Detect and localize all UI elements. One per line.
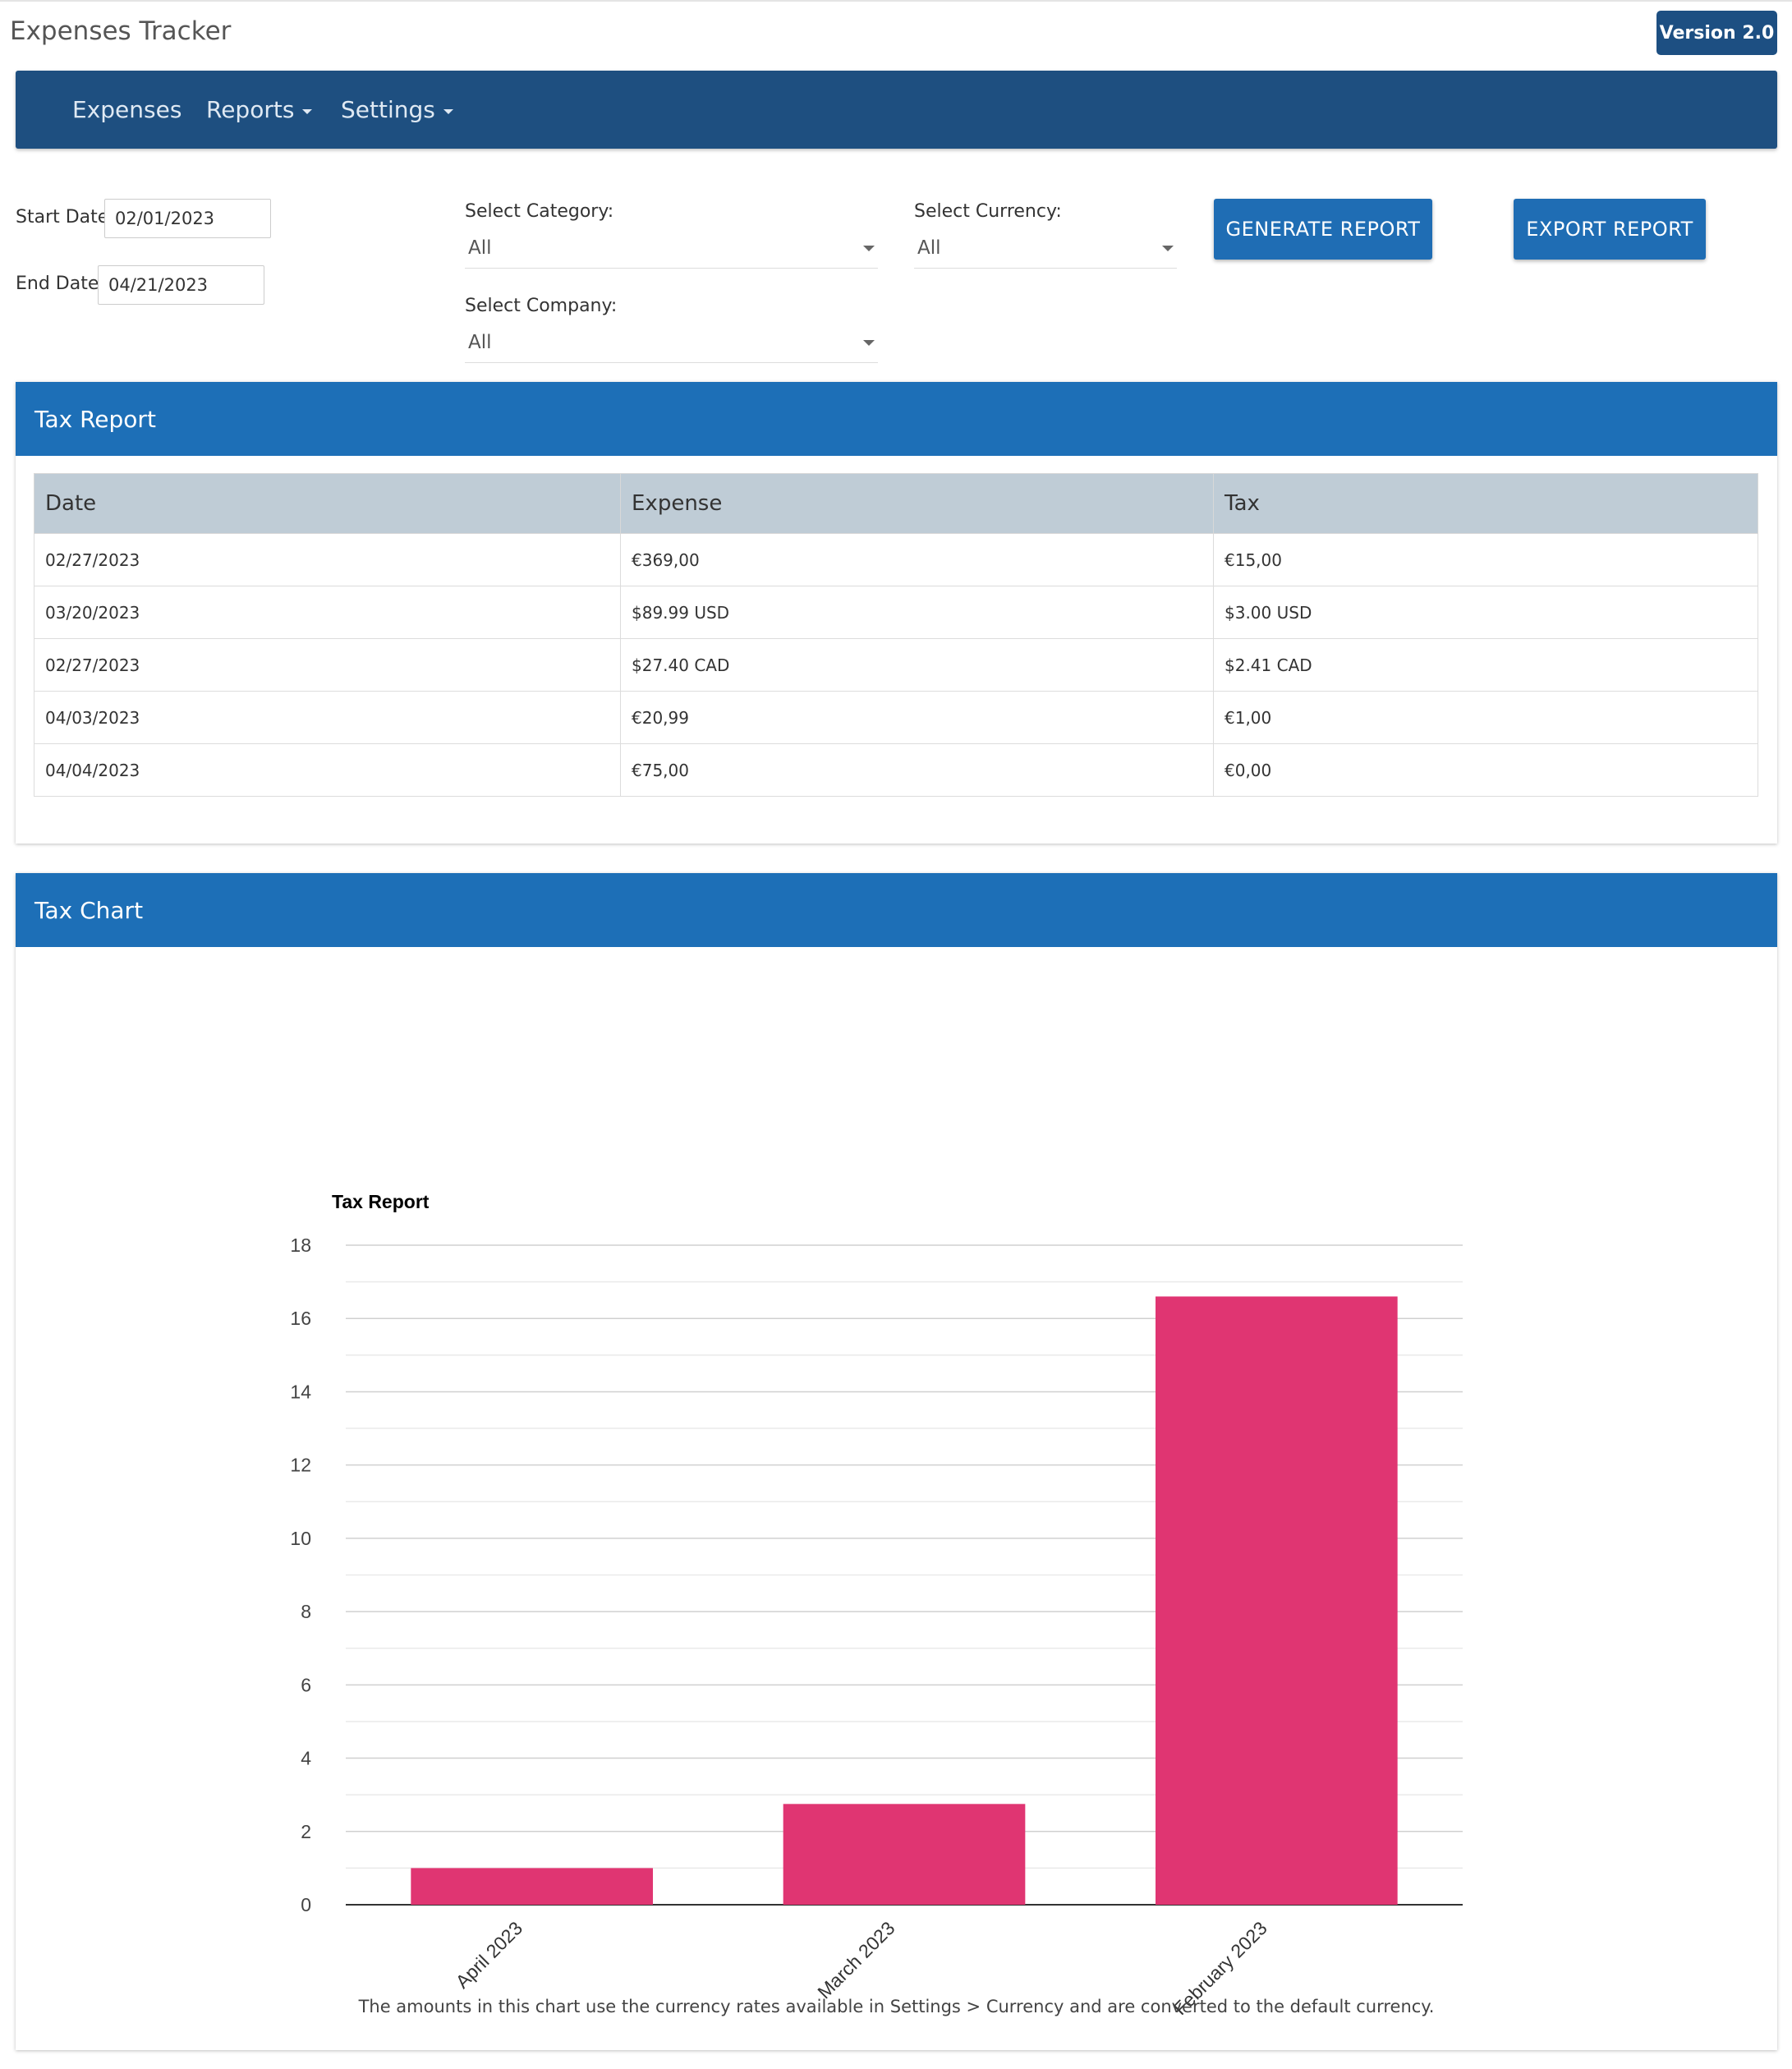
nav-expenses[interactable]: Expenses — [72, 71, 181, 149]
y-tick-label: 6 — [301, 1674, 311, 1695]
y-tick-label: 12 — [290, 1455, 311, 1476]
category-label: Select Category: — [465, 201, 614, 222]
column-header-date: Date — [34, 473, 621, 534]
y-tick-label: 8 — [301, 1601, 311, 1622]
dropdown-arrow-icon — [863, 340, 875, 346]
chart-currency-note: The amounts in this chart use the curren… — [358, 1997, 1435, 2016]
export-report-button[interactable]: EXPORT REPORT — [1514, 199, 1706, 260]
bar-march-2023 — [783, 1804, 1026, 1905]
cell-date: 03/20/2023 — [34, 586, 621, 639]
caret-down-icon — [302, 108, 313, 114]
currency-select[interactable]: All — [914, 228, 1177, 269]
chart-title: Tax Report — [332, 1191, 430, 1212]
end-date-label: End Date: — [16, 274, 105, 294]
tax-chart-header: Tax Chart — [16, 873, 1777, 947]
category-selected-value: All — [468, 237, 492, 259]
dropdown-arrow-icon — [1162, 246, 1174, 251]
table-row: 04/03/2023 €20,99 €1,00 — [34, 691, 1758, 744]
column-header-tax: Tax — [1213, 473, 1758, 534]
tax-chart-panel: Tax Chart 0 2 4 6 8 10 12 14 16 18 Tax Report April… — [16, 873, 1777, 2050]
y-tick-label: 2 — [301, 1821, 311, 1842]
top-border — [0, 0, 1792, 2]
table-header-row: Date Expense Tax — [34, 473, 1758, 534]
app-title: Expenses Tracker — [10, 16, 232, 46]
cell-expense: €20,99 — [620, 691, 1214, 744]
nav-reports-label: Reports — [206, 96, 295, 123]
bar-april-2023 — [411, 1868, 653, 1905]
nav-settings-label: Settings — [341, 96, 435, 123]
caret-down-icon — [443, 108, 453, 114]
category-select[interactable]: All — [465, 228, 878, 269]
x-tick-label: March 2023 — [813, 1917, 898, 2002]
tax-report-panel: Tax Report Date Expense Tax 02/27/2023 €… — [16, 382, 1777, 844]
cell-expense: €369,00 — [620, 533, 1214, 586]
table-row: 03/20/2023 $89.99 USD $3.00 USD — [34, 586, 1758, 639]
y-tick-label: 14 — [290, 1381, 311, 1402]
nav-settings-dropdown[interactable]: Settings — [341, 71, 453, 149]
cell-tax: €15,00 — [1213, 533, 1758, 586]
version-badge: Version 2.0 — [1656, 11, 1777, 55]
cell-date: 02/27/2023 — [34, 533, 621, 586]
end-date-input[interactable] — [98, 265, 264, 305]
cell-expense: $89.99 USD — [620, 586, 1214, 639]
x-tick-label: April 2023 — [452, 1917, 527, 1993]
cell-date: 02/27/2023 — [34, 638, 621, 692]
start-date-label: Start Date: — [16, 207, 115, 228]
nav-expenses-label: Expenses — [72, 96, 182, 123]
y-tick-label: 18 — [290, 1235, 311, 1256]
nav-reports-dropdown[interactable]: Reports — [206, 71, 313, 149]
cell-expense: €75,00 — [620, 743, 1214, 797]
dropdown-arrow-icon — [863, 246, 875, 251]
table-row: 02/27/2023 €369,00 €15,00 — [34, 533, 1758, 586]
tax-report-table: Date Expense Tax 02/27/2023 €369,00 €15,… — [34, 473, 1758, 797]
cell-date: 04/03/2023 — [34, 691, 621, 744]
column-header-expense: Expense — [620, 473, 1214, 534]
bar-february-2023 — [1156, 1296, 1398, 1905]
cell-date: 04/04/2023 — [34, 743, 621, 797]
company-select[interactable]: All — [465, 322, 878, 363]
cell-expense: $27.40 CAD — [620, 638, 1214, 692]
company-selected-value: All — [468, 331, 492, 353]
cell-tax: €1,00 — [1213, 691, 1758, 744]
cell-tax: €0,00 — [1213, 743, 1758, 797]
main-navbar: Expenses Reports Settings — [16, 71, 1777, 149]
start-date-input[interactable] — [104, 199, 271, 238]
currency-selected-value: All — [917, 237, 941, 259]
tax-bar-chart: 0 2 4 6 8 10 12 14 16 18 Tax Report April 2023 March… — [290, 1191, 1463, 2015]
tax-report-header: Tax Report — [16, 382, 1777, 456]
y-tick-label: 10 — [290, 1528, 311, 1549]
cell-tax: $2.41 CAD — [1213, 638, 1758, 692]
company-label: Select Company: — [465, 296, 618, 316]
y-tick-label: 0 — [301, 1894, 311, 1915]
y-tick-label: 16 — [290, 1308, 311, 1329]
table-row: 04/04/2023 €75,00 €0,00 — [34, 743, 1758, 797]
y-tick-label: 4 — [301, 1748, 311, 1769]
table-row: 02/27/2023 $27.40 CAD $2.41 CAD — [34, 638, 1758, 692]
currency-label: Select Currency: — [914, 201, 1062, 222]
cell-tax: $3.00 USD — [1213, 586, 1758, 639]
generate-report-button[interactable]: GENERATE REPORT — [1214, 199, 1432, 260]
